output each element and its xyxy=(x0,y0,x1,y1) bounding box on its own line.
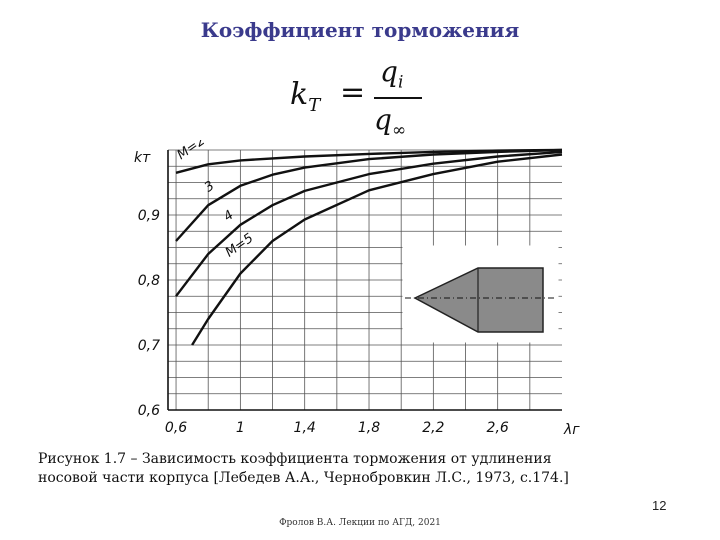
formula-lhs: kT xyxy=(290,77,321,116)
series-curve xyxy=(175,148,563,242)
y-axis-label: kт xyxy=(134,150,151,166)
x-axis-label: λг xyxy=(563,422,580,438)
figure-caption: Рисунок 1.7 – Зависимость коэффициента т… xyxy=(38,450,688,488)
footer-text: Фролов В.А. Лекции по АГД, 2021 xyxy=(279,518,441,528)
slide-title: Коэффициент торможения xyxy=(200,18,520,42)
caption-line-2: носовой части корпуса [Лебедев А.А., Чер… xyxy=(38,470,569,486)
chart-container: 0,6 1 1,4 1,8 2,2 2,6 0,6 0,7 0,8 0,9 kт λг M=2 3 4 M=5 xyxy=(120,133,590,440)
x-tick-label: 0,6 xyxy=(165,420,187,436)
x-tick-label: 1,4 xyxy=(294,420,316,436)
formula-fraction-bar xyxy=(374,97,422,99)
series-label: 4 xyxy=(221,208,236,225)
page-number: 12 xyxy=(652,498,667,513)
y-tick-label: 0,6 xyxy=(138,403,160,419)
series-curve xyxy=(191,153,563,346)
x-tick-label: 2,6 xyxy=(487,420,509,436)
braking-coefficient-formula: kT = qi q∞ xyxy=(290,55,450,145)
formula-equals: = xyxy=(340,75,366,110)
caption-line-1: Рисунок 1.7 – Зависимость коэффициента т… xyxy=(38,451,552,467)
formula-denominator: q∞ xyxy=(374,103,407,141)
x-tick-label: 1,8 xyxy=(358,420,380,436)
series-label: 3 xyxy=(202,178,217,195)
series-curve xyxy=(175,150,563,297)
x-tick-label: 1 xyxy=(236,420,245,436)
inset-body-silhouette xyxy=(413,267,544,333)
y-tick-label: 0,9 xyxy=(138,208,160,224)
y-tick-label: 0,7 xyxy=(138,338,160,354)
series-label: M=2 xyxy=(175,140,208,163)
series-curve xyxy=(175,148,563,174)
y-tick-label: 0,8 xyxy=(138,273,160,289)
formula-numerator: qi xyxy=(380,55,404,93)
x-tick-label: 2,2 xyxy=(422,420,444,436)
